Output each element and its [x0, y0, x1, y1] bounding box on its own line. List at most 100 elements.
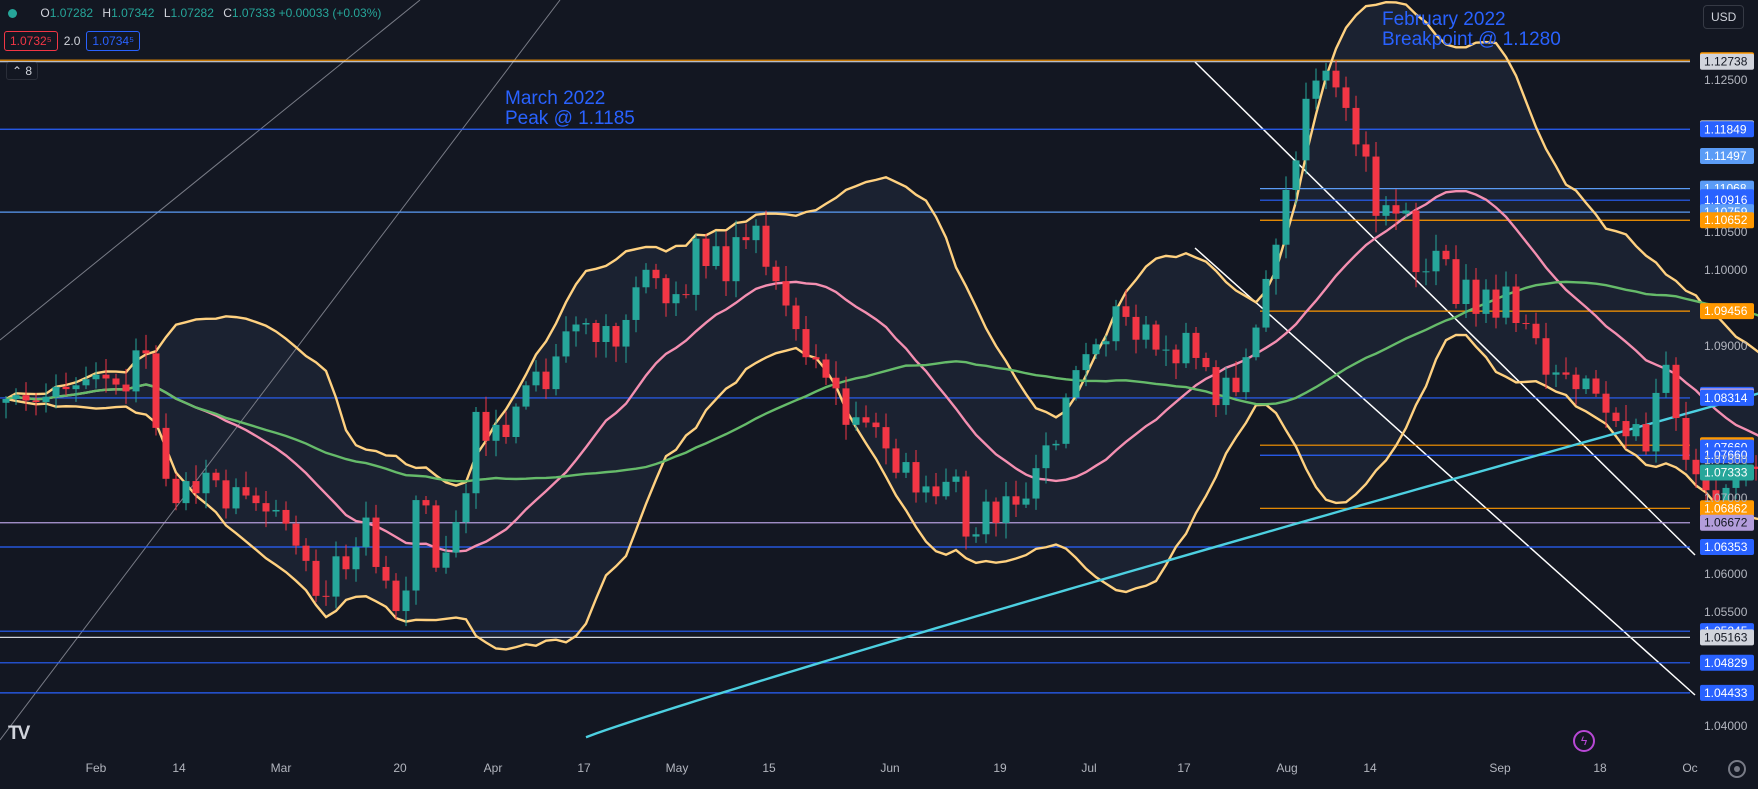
candle-body: [1552, 372, 1560, 375]
candle-body: [292, 523, 300, 546]
candle-body: [1352, 107, 1360, 145]
candle-down: [1122, 289, 1130, 326]
candle-up: [1092, 338, 1100, 360]
ma-cyan-line: [585, 392, 1758, 739]
y-tick-label: 1.09000: [1704, 339, 1748, 353]
candle-up: [1382, 196, 1390, 226]
candle-body: [1112, 306, 1120, 342]
candle-body: [1162, 349, 1170, 351]
low-value: 1.07282: [170, 6, 214, 20]
x-tick-label: 20: [393, 761, 407, 775]
candle-body: [472, 411, 480, 494]
candle-body: [282, 509, 290, 524]
candle-up: [752, 219, 760, 254]
candle-body: [1702, 474, 1710, 491]
candle-up: [412, 495, 420, 605]
candle-body: [692, 238, 700, 295]
candle-body: [562, 331, 570, 357]
candle-body: [1272, 244, 1280, 279]
candle-body: [1492, 289, 1500, 318]
candle-up: [1422, 258, 1430, 286]
indicator-toggle[interactable]: ⌃ 8: [6, 62, 39, 80]
candle-down: [392, 573, 400, 620]
candle-up: [982, 489, 990, 544]
candle-down: [912, 449, 920, 503]
price-label: 1.10916: [1704, 193, 1748, 207]
tradingview-logo-icon[interactable]: TV: [8, 723, 30, 744]
candle-up: [952, 469, 960, 493]
candle-body: [1572, 374, 1580, 390]
candle-up: [1032, 454, 1040, 510]
candle-body: [1692, 459, 1700, 475]
candle-down: [802, 315, 810, 365]
candle-body: [392, 580, 400, 612]
candle-down: [342, 544, 350, 580]
candle-down: [482, 396, 490, 457]
candle-up: [1292, 151, 1300, 205]
candle-body: [2, 399, 10, 403]
candle-down: [1622, 405, 1630, 449]
candle-body: [252, 495, 260, 504]
candle-body: [462, 493, 470, 523]
candle-body: [1382, 205, 1390, 216]
candle-down: [1682, 401, 1690, 471]
candle-down: [1152, 320, 1160, 356]
open-label: O: [40, 6, 50, 20]
x-tick-label: 15: [762, 761, 776, 775]
time-axis: Feb 14 Mar 20 Apr 17 May 15 Jun 19 Jul 17 Aug 14 Sep 18…: [86, 761, 1698, 775]
candle-body: [922, 486, 930, 493]
candle-up: [442, 535, 450, 574]
candle-down: [1172, 344, 1180, 379]
candle-up: [1002, 481, 1010, 539]
candle-down: [1202, 352, 1210, 372]
candle-body: [932, 486, 940, 497]
candle-down: [172, 473, 180, 511]
candle-up: [1162, 335, 1170, 366]
candle-body: [902, 462, 910, 473]
x-tick-label: Mar: [271, 761, 292, 775]
candle-body: [1012, 496, 1020, 505]
candle-up: [1482, 279, 1490, 323]
close-label: C: [223, 6, 232, 20]
buy-button[interactable]: 1.0734⁵: [86, 31, 141, 51]
candle-body: [802, 329, 810, 358]
candle-body: [82, 379, 90, 386]
candle-down: [1642, 412, 1650, 455]
candle-body: [1592, 378, 1600, 394]
candle-down: [122, 368, 130, 404]
currency-select[interactable]: USD: [1703, 5, 1745, 29]
candle-body: [1102, 341, 1110, 345]
x-tick-label: 18: [1593, 761, 1607, 775]
candle-body: [1282, 190, 1290, 245]
candle-up: [42, 383, 50, 413]
lightning-icon[interactable]: ϟ: [1573, 730, 1595, 752]
annotation-text: Breakpoint @ 1.1280: [1382, 29, 1561, 50]
candle-down: [1442, 244, 1450, 266]
gear-icon[interactable]: [1728, 760, 1746, 778]
sell-button[interactable]: 1.0732⁵: [4, 31, 58, 51]
candle-down: [1492, 274, 1500, 329]
price-label-box: [1700, 464, 1754, 481]
candle-down: [1232, 361, 1240, 397]
x-tick-label: Feb: [86, 761, 107, 775]
candle-body: [1072, 370, 1080, 398]
candle-body: [912, 462, 920, 493]
candle-up: [132, 338, 140, 403]
candle-body: [1262, 278, 1270, 328]
candle-down: [662, 274, 670, 317]
candle-body: [192, 481, 200, 494]
candle-down: [892, 438, 900, 479]
candle-down: [312, 549, 320, 603]
candle-body: [682, 294, 690, 296]
candle-body: [212, 472, 220, 481]
candle-down: [1212, 360, 1220, 417]
candle-body: [132, 350, 140, 392]
candle-up: [452, 510, 460, 558]
x-tick-label: 17: [1177, 761, 1191, 775]
candle-down: [772, 260, 780, 290]
channel-upper-line: [1194, 61, 1696, 556]
candle-body: [1232, 377, 1240, 393]
candle-body: [1042, 445, 1050, 469]
candle-body: [62, 386, 70, 390]
